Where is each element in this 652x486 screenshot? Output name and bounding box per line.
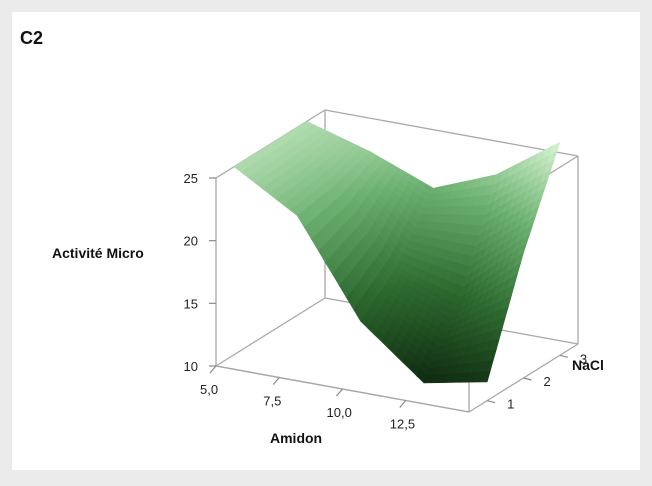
y-tick-label-1: 1 bbox=[507, 397, 514, 412]
x-tick-mark bbox=[399, 400, 407, 408]
y-tick-label-3: 3 bbox=[580, 351, 587, 366]
x-tick-mark bbox=[209, 365, 217, 374]
y-tick-label-2: 2 bbox=[544, 374, 551, 389]
y-axis-label: NaCl bbox=[572, 357, 604, 373]
y-tick-mark bbox=[559, 354, 568, 358]
panel-title: C2 bbox=[20, 28, 43, 48]
x-tick-label-10,0: 10,0 bbox=[327, 405, 352, 420]
y-tick-mark bbox=[523, 377, 532, 381]
x-axis-label: Amidon bbox=[270, 430, 322, 446]
x-tick-mark bbox=[272, 377, 280, 385]
z-tick-label-20: 20 bbox=[184, 234, 198, 249]
y-tick-mark bbox=[487, 400, 496, 404]
x-tick-label-7,5: 7,5 bbox=[263, 394, 281, 409]
frame-top-back bbox=[324, 109, 579, 157]
x-tick-label-12,5: 12,5 bbox=[390, 417, 415, 432]
frame-floor-left bbox=[215, 297, 326, 367]
z-tick-label-10: 10 bbox=[184, 359, 198, 374]
response-surface bbox=[233, 120, 561, 384]
z-tick-label-25: 25 bbox=[184, 171, 198, 186]
surface-patch bbox=[479, 370, 491, 383]
z-tick-label-15: 15 bbox=[184, 296, 198, 311]
axis-ticks: 10 15 20 25 5,0 7,5 10,0 12,5 1 2 3 bbox=[184, 171, 588, 432]
z-axis-label: Activité Micro bbox=[52, 245, 144, 261]
x-tick-label-5,0: 5,0 bbox=[200, 382, 218, 397]
x-tick-mark bbox=[336, 388, 343, 397]
